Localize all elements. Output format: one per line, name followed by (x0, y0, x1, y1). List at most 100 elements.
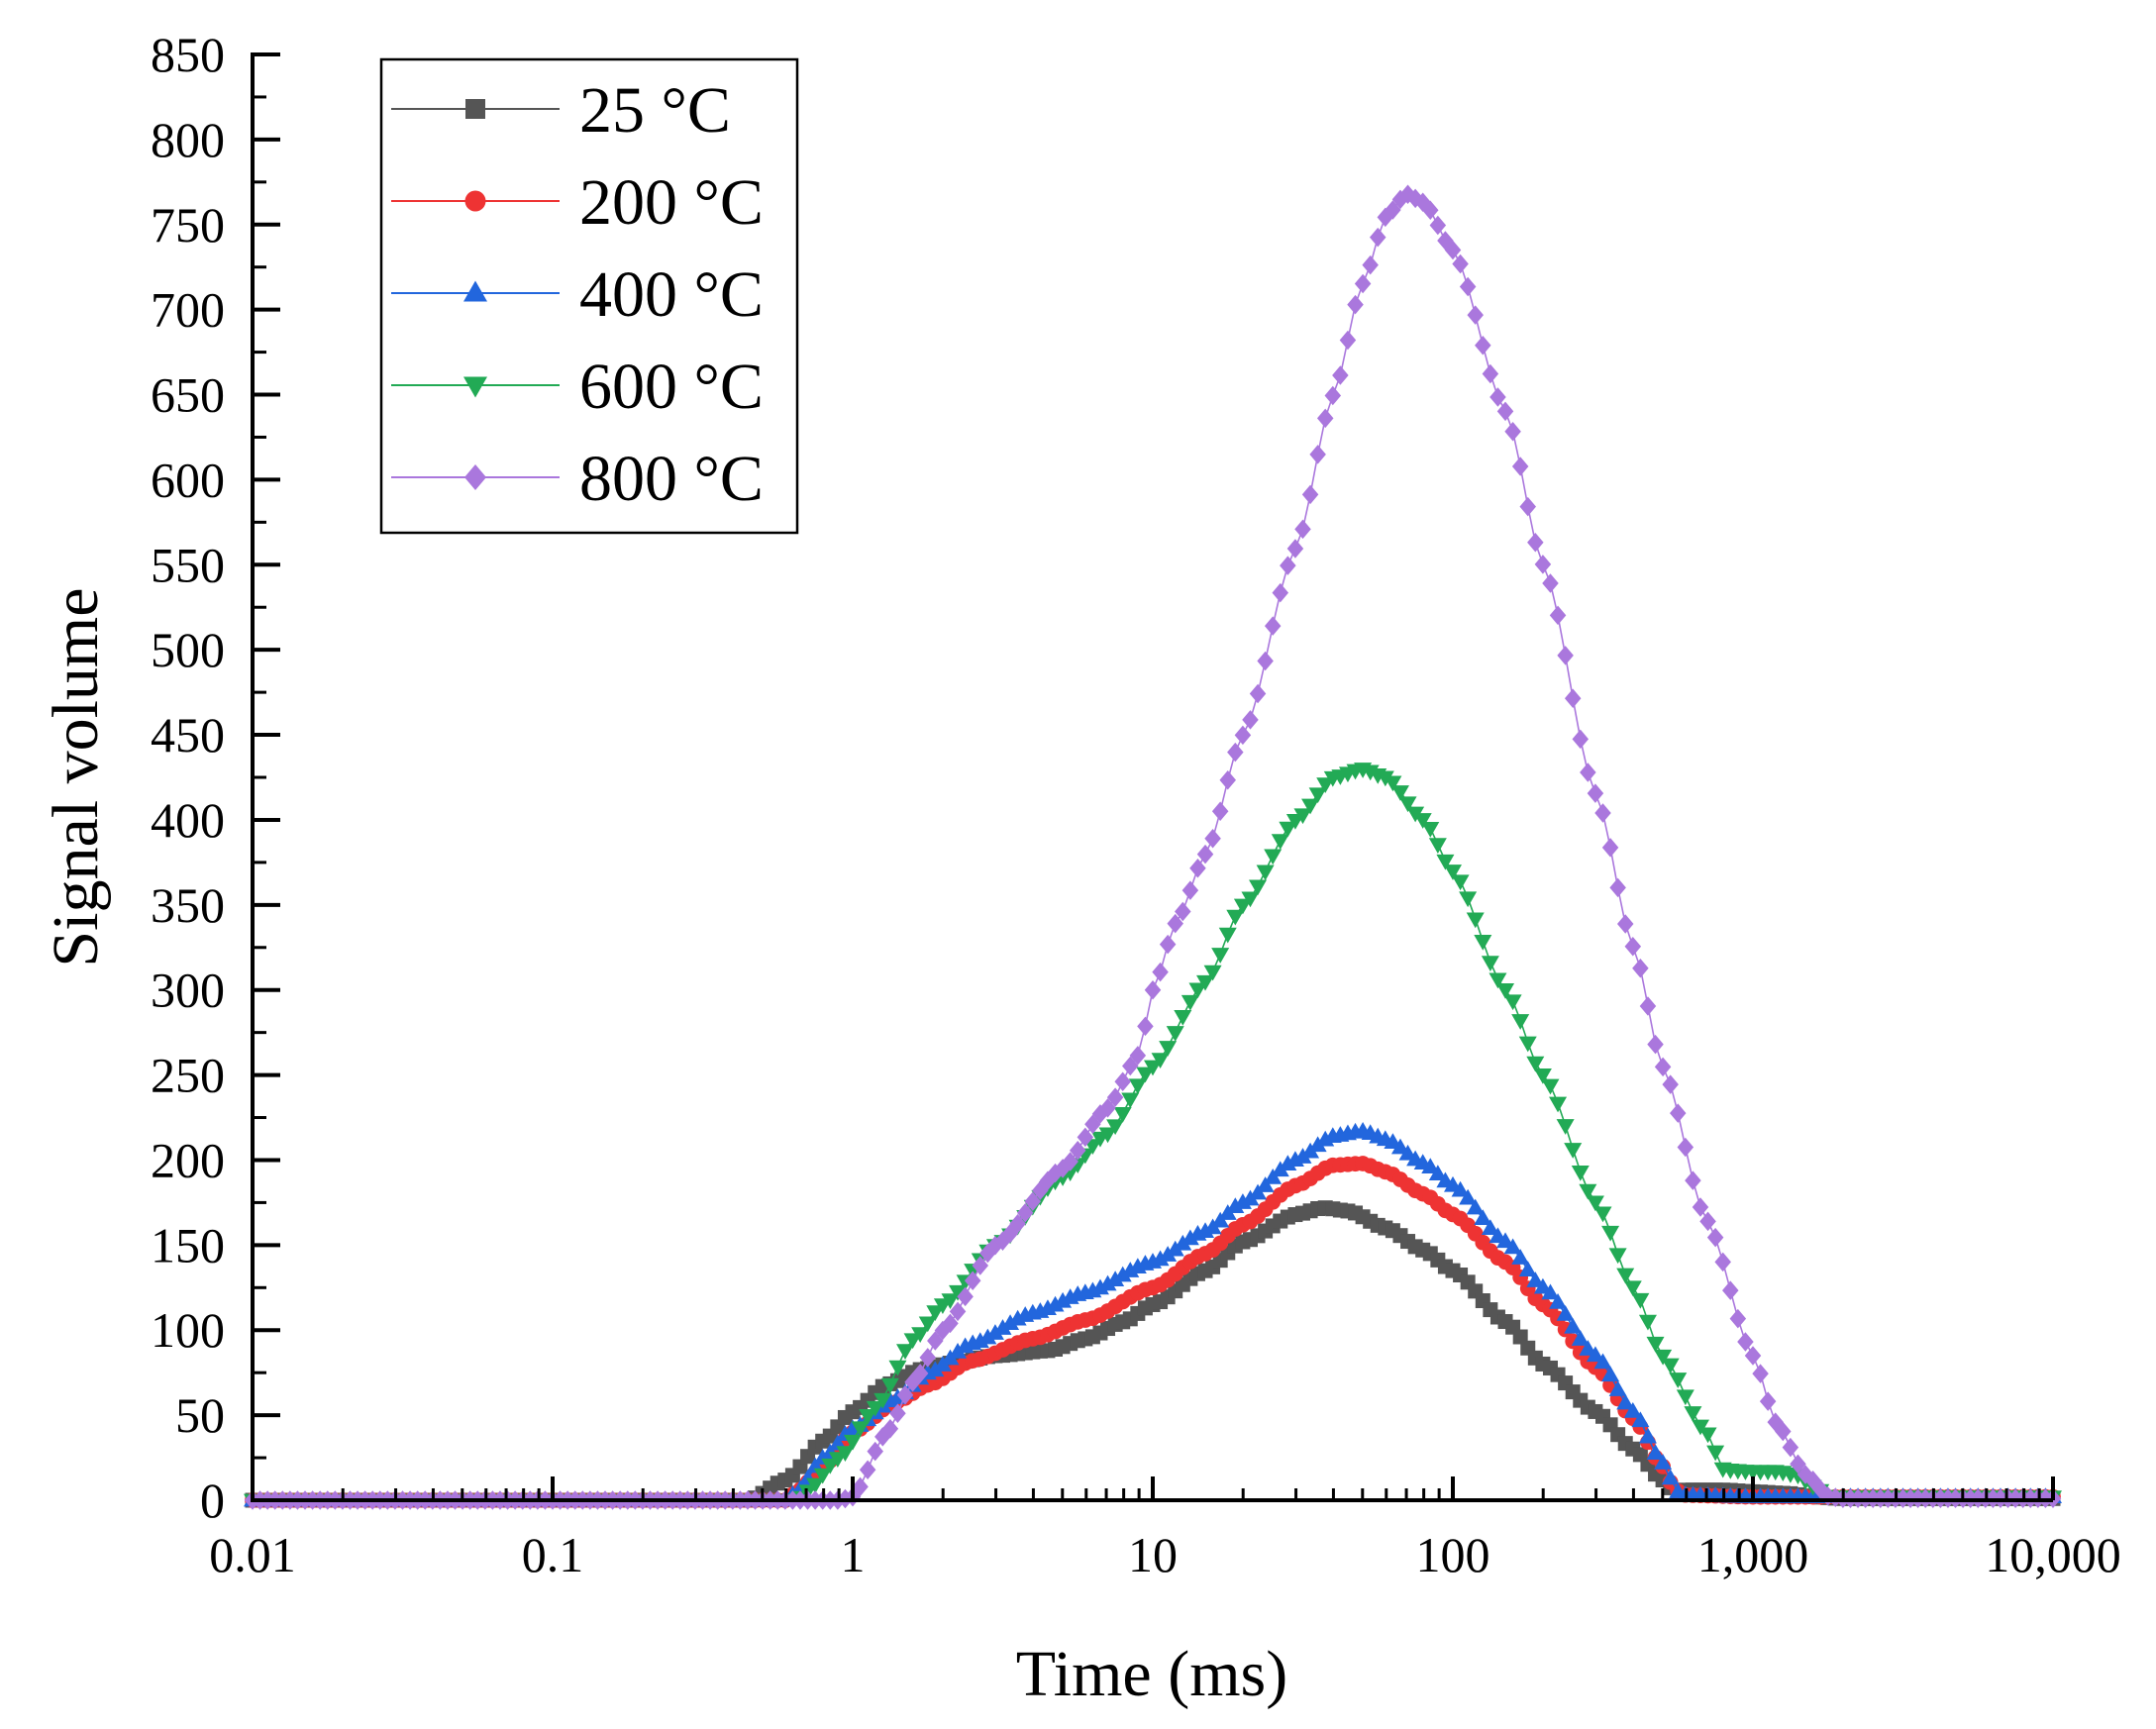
data-point (1233, 898, 1252, 915)
data-point (1670, 1103, 1687, 1123)
data-point (1459, 276, 1477, 297)
y-tick-label: 700 (151, 282, 225, 338)
data-point (1226, 1197, 1245, 1214)
data-point (1474, 1209, 1492, 1226)
data-point (836, 1446, 855, 1462)
data-point (1511, 1014, 1530, 1030)
data-point (1475, 335, 1491, 356)
data-point (1654, 1454, 1673, 1470)
data-point (1541, 1283, 1560, 1300)
data-point (1188, 982, 1207, 999)
data-point (888, 1360, 907, 1376)
data-point (1534, 555, 1552, 574)
data-point (1332, 365, 1349, 385)
data-point (1624, 937, 1642, 957)
data-point (1144, 979, 1162, 1000)
data-point (1211, 801, 1229, 822)
data-point (1662, 1074, 1679, 1094)
data-point (1580, 763, 1596, 782)
y-tick-label: 350 (151, 877, 225, 933)
data-point (1564, 1143, 1583, 1159)
data-point (1481, 1219, 1499, 1236)
data-point (1459, 1188, 1478, 1205)
data-point (1249, 683, 1267, 704)
x-tick-label: 1,000 (1697, 1527, 1809, 1582)
data-point (1593, 1353, 1612, 1370)
legend-marker (463, 376, 487, 398)
data-point (1098, 1127, 1117, 1144)
data-point (1428, 838, 1447, 854)
data-point (1226, 909, 1245, 926)
x-axis-title: Time (ms) (1016, 1638, 1287, 1710)
legend-item: 400 °C (391, 258, 764, 331)
data-point (889, 1403, 906, 1424)
data-point (1557, 646, 1574, 665)
data-point (1113, 1266, 1132, 1282)
data-point (1459, 891, 1478, 908)
data-point (1654, 1349, 1673, 1366)
data-point (1264, 849, 1283, 865)
data-point (1782, 1437, 1799, 1458)
data-point (1024, 1191, 1042, 1211)
data-point (1632, 959, 1649, 978)
data-point (926, 1305, 945, 1322)
data-point (896, 1344, 915, 1360)
data-point (1128, 1078, 1147, 1095)
data-point (1729, 1308, 1747, 1329)
data-point (1706, 1227, 1724, 1248)
data-point (1481, 956, 1499, 971)
data-point (978, 1328, 997, 1345)
legend-item: 200 °C (391, 166, 764, 239)
data-point (972, 1256, 989, 1275)
data-point (1609, 877, 1626, 898)
data-point (1339, 330, 1357, 351)
data-point (1775, 1421, 1792, 1442)
data-point (821, 1458, 840, 1475)
data-point (1631, 1411, 1650, 1428)
data-point (1137, 1016, 1154, 1037)
data-point (1421, 822, 1440, 838)
data-point (1685, 1170, 1701, 1190)
data-point (1219, 769, 1236, 790)
data-point (1556, 1119, 1575, 1135)
data-point (1159, 934, 1177, 955)
data-point (1070, 1140, 1086, 1161)
series-layer (244, 184, 2062, 1510)
data-point (1518, 1036, 1537, 1053)
data-point (941, 1293, 960, 1310)
y-tick-label: 150 (151, 1217, 225, 1272)
y-tick-label: 800 (151, 112, 225, 167)
data-point (919, 1348, 936, 1368)
data-point (813, 1468, 832, 1484)
data-point (852, 1476, 869, 1497)
data-point (1422, 200, 1439, 221)
data-point (1257, 651, 1274, 671)
data-point (1638, 1427, 1657, 1444)
y-tick-label: 250 (151, 1048, 225, 1103)
data-point (1354, 273, 1372, 294)
x-tick-label: 10,000 (1985, 1527, 2121, 1582)
x-tick-label: 0.01 (209, 1527, 296, 1582)
y-tick-label: 450 (151, 707, 225, 763)
data-point (1571, 1166, 1590, 1181)
data-point (911, 1364, 929, 1383)
data-point (1264, 616, 1282, 636)
data-point (1362, 254, 1379, 275)
data-point (1196, 844, 1214, 864)
data-point (1271, 834, 1289, 850)
legend-marker (463, 280, 487, 302)
y-tick-label: 550 (151, 537, 225, 592)
data-point (1421, 1158, 1440, 1173)
data-point (1122, 1056, 1139, 1076)
y-tick-label: 500 (151, 622, 225, 677)
data-point (1294, 519, 1311, 540)
data-point (1009, 1214, 1026, 1234)
data-point (1256, 1176, 1275, 1192)
data-point (1601, 838, 1619, 858)
data-point (1167, 913, 1183, 934)
data-point (1594, 803, 1611, 823)
legend-label: 400 °C (579, 258, 764, 331)
data-point (1474, 934, 1492, 951)
data-point (1503, 994, 1522, 1011)
y-tick-label: 200 (151, 1132, 225, 1187)
